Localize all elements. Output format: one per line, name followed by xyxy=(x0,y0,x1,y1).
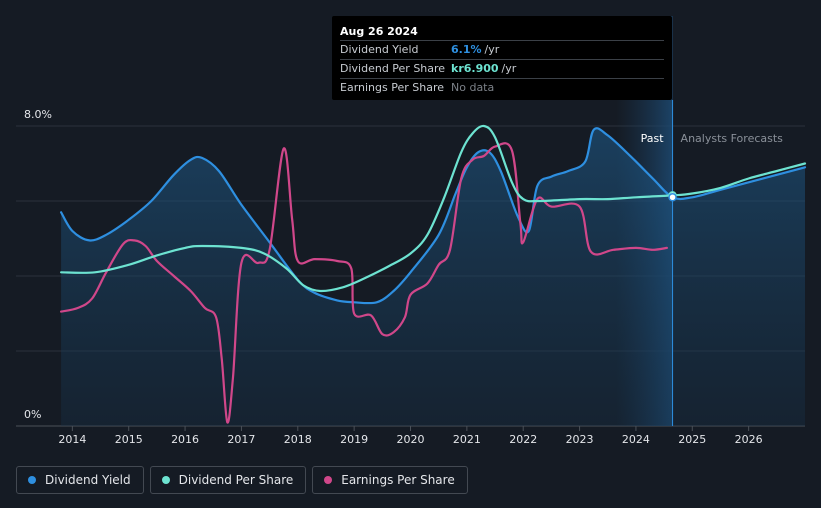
x-tick-label: 2020 xyxy=(397,433,425,446)
tooltip-label: Earnings Per Share xyxy=(340,81,445,94)
x-tick-label: 2025 xyxy=(678,433,706,446)
earnings-per-share-line xyxy=(60,142,668,424)
y-axis-bottom-label: 0% xyxy=(24,408,41,421)
series-lines xyxy=(60,124,807,424)
tooltip-row-earnings-per-share: Earnings Per Share No data xyxy=(340,78,664,97)
legend-item-earnings-per-share[interactable]: Earnings Per Share xyxy=(312,466,468,494)
hover-markers xyxy=(668,191,677,202)
tooltip-label: Dividend Yield xyxy=(340,43,419,56)
x-tick-label: 2019 xyxy=(340,433,368,446)
x-tick-label: 2014 xyxy=(58,433,86,446)
x-tick-label: 2016 xyxy=(171,433,199,446)
x-axis-ticks: 2014 2015 2016 2017 2018 2019 2020 2021 2022 2023… xyxy=(58,426,763,446)
tooltip-label: Dividend Per Share xyxy=(340,62,446,75)
x-tick-label: 2023 xyxy=(566,433,594,446)
tooltip-unit: /yr xyxy=(484,43,500,56)
past-label: Past xyxy=(641,132,665,145)
legend-dot-icon xyxy=(28,476,36,484)
y-axis-top-label: 8.0% xyxy=(24,108,52,121)
x-tick-label: 2024 xyxy=(622,433,650,446)
tooltip-value: 6.1% xyxy=(451,43,482,56)
x-tick-label: 2017 xyxy=(227,433,255,446)
x-tick-label: 2015 xyxy=(115,433,143,446)
tooltip-row-dividend-yield: Dividend Yield 6.1% /yr xyxy=(340,40,664,59)
legend-item-dividend-yield[interactable]: Dividend Yield xyxy=(16,466,144,494)
legend-label: Dividend Yield xyxy=(45,473,131,487)
tooltip-date: Aug 26 2024 xyxy=(340,25,418,38)
tooltip-unit: /yr xyxy=(501,62,517,75)
x-tick-label: 2022 xyxy=(509,433,537,446)
dividend-per-share-line xyxy=(60,124,807,293)
x-tick-label: 2018 xyxy=(284,433,312,446)
x-tick-label: 2026 xyxy=(735,433,763,446)
legend-label: Earnings Per Share xyxy=(341,473,455,487)
tooltip-value: No data xyxy=(451,81,495,94)
chart-legend: Dividend Yield Dividend Per Share Earnin… xyxy=(16,466,468,494)
data-tooltip: Aug 26 2024 Dividend Yield 6.1% /yr Divi… xyxy=(332,16,672,100)
legend-dot-icon xyxy=(161,476,170,484)
legend-item-dividend-per-share[interactable]: Dividend Per Share xyxy=(149,466,307,494)
analysts-forecasts-label: Analysts Forecasts xyxy=(681,132,784,145)
dividend-yield-line xyxy=(60,127,807,305)
legend-label: Dividend Per Share xyxy=(178,473,294,487)
tooltip-row-dividend-per-share: Dividend Per Share kr6.900 /yr xyxy=(340,59,664,78)
tooltip-value: kr6.900 xyxy=(451,62,499,75)
hover-marker xyxy=(668,193,677,202)
x-tick-label: 2021 xyxy=(453,433,481,446)
legend-dot-icon xyxy=(324,476,333,484)
